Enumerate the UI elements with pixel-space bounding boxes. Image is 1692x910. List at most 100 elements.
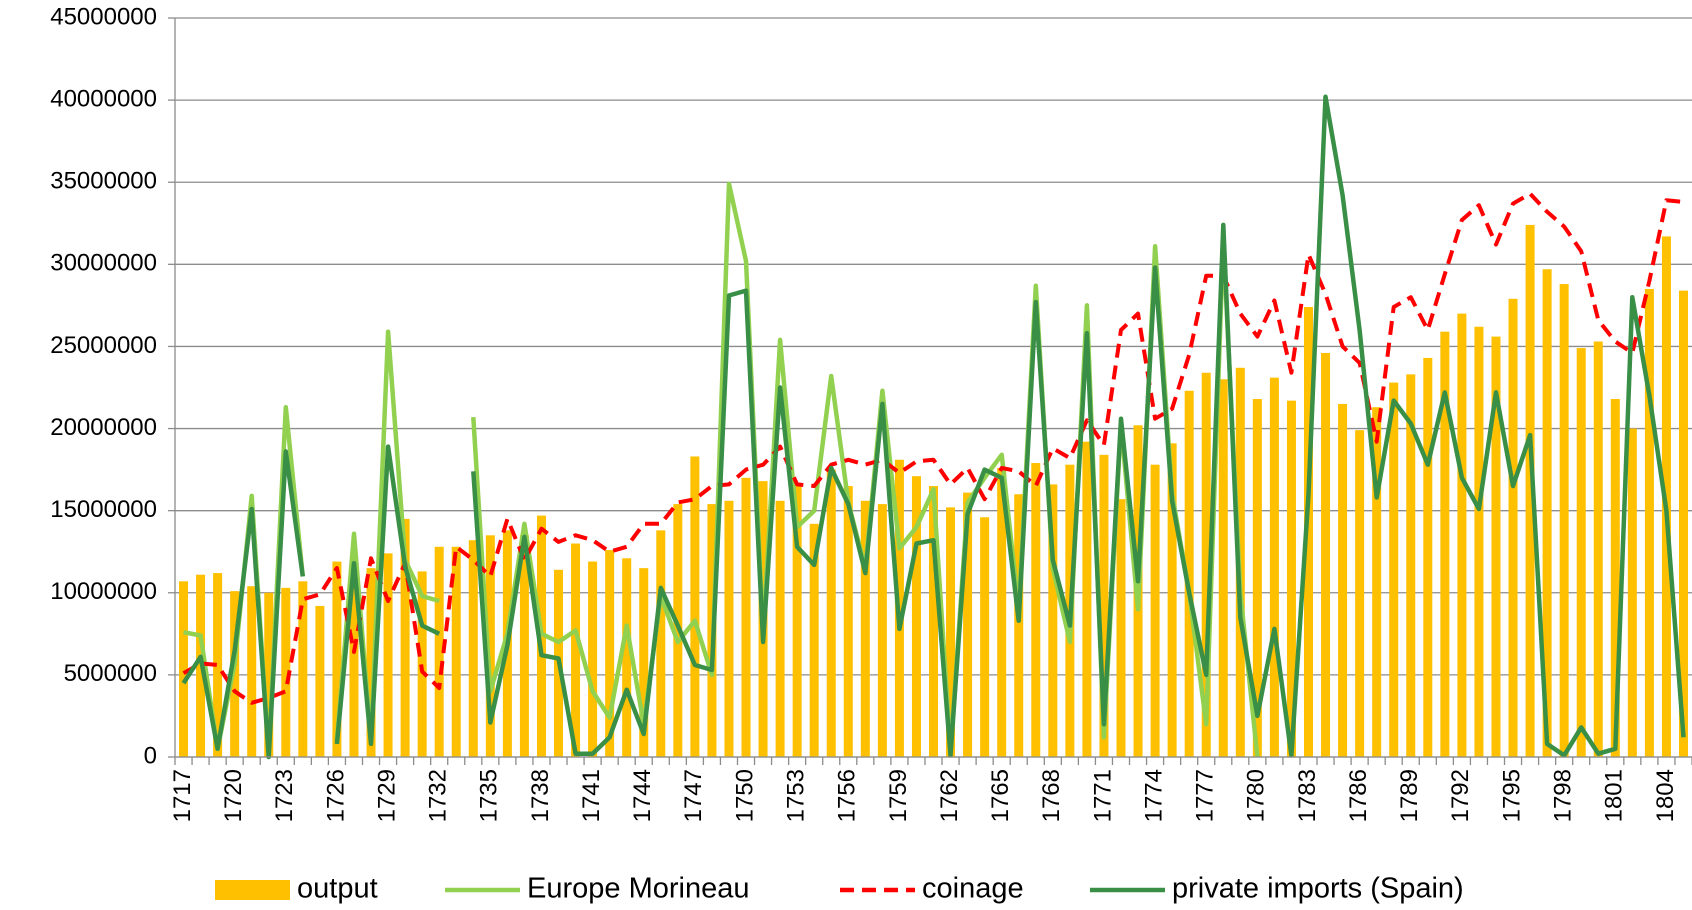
bar [519,535,529,757]
bar [400,518,410,757]
x-tick-label: 1789 [1396,769,1423,822]
y-tick-label: 10000000 [50,578,157,605]
legend-swatch [215,880,290,900]
bar [1201,372,1211,757]
x-tick-label: 1780 [1243,769,1270,822]
bar [980,517,990,757]
y-tick-label: 20000000 [50,414,157,441]
bar [468,540,478,757]
bar [417,571,427,757]
bar [1389,382,1399,757]
bar [1559,284,1569,757]
line-series [181,94,1686,760]
legend-label: private imports (Spain) [1172,873,1464,905]
bar [809,523,819,757]
bar [963,492,973,757]
y-tick-label: 40000000 [50,85,157,112]
bar [1303,307,1313,757]
x-tick-label: 1762 [936,769,963,822]
bar [1252,398,1262,757]
bar [434,546,444,757]
bar [1338,403,1348,757]
x-tick-label: 1750 [731,769,758,822]
legend: output Europe Morineau coinage private impo… [215,873,1464,905]
y-tick-label: 45000000 [50,3,157,30]
bar [775,500,785,757]
y-tick-label: 35000000 [50,168,157,195]
bar [213,573,223,757]
bar [1423,357,1433,757]
bar [1678,290,1688,757]
bar [792,484,802,757]
bar [911,476,921,757]
x-tick-label: 1744 [629,769,656,822]
bar [1099,454,1109,757]
bar [1031,463,1041,757]
bar [485,535,495,757]
x-tick-label: 1771 [1089,769,1116,822]
bar [1610,398,1620,757]
x-tick-label: 1795 [1498,769,1525,822]
x-tick-label: 1801 [1601,769,1628,822]
bar [536,515,546,757]
bar [622,558,632,757]
bar [1082,441,1092,757]
bar [1014,494,1024,757]
bar [1627,428,1637,757]
bar [724,500,734,757]
bar [366,568,376,757]
bar [179,581,189,757]
bar [1474,326,1484,757]
x-tick-label: 1756 [834,769,861,822]
y-tick-label: 0 [144,742,157,769]
y-tick-label: 25000000 [50,332,157,359]
bar [383,553,393,757]
x-tick-label: 1747 [680,769,707,822]
y-tick-label: 30000000 [50,250,157,277]
bar [1372,407,1382,757]
bar [588,561,598,757]
legend-label: output [297,873,378,905]
x-tick-label: 1765 [987,769,1014,822]
x-tick-label: 1741 [578,769,605,822]
bar [1321,353,1331,757]
x-tick-label: 1729 [373,769,400,822]
bar [1184,390,1194,757]
bar [281,587,291,757]
x-tick-label: 1777 [1192,769,1219,822]
bar [605,550,615,757]
bar [741,477,751,757]
x-tick-label: 1798 [1550,769,1577,822]
x-tick-label: 1720 [220,769,247,822]
bar [826,469,836,757]
x-tick-label: 1783 [1294,769,1321,822]
bar [997,467,1007,757]
x-tick-label: 1759 [885,769,912,822]
bar [1150,464,1160,757]
x-tick-label: 1717 [169,769,196,822]
x-tick-label: 1726 [322,769,349,822]
bar [690,456,700,757]
bar [639,568,649,757]
bar [1644,288,1654,757]
bar [1167,443,1177,757]
bar [1440,331,1450,757]
bar [946,507,956,757]
bar [264,592,274,757]
x-tick-label: 1732 [425,769,452,822]
x-tick-label: 1723 [271,769,298,822]
bar [1491,336,1501,757]
bar [1576,348,1586,757]
x-tick-label: 1753 [782,769,809,822]
bar [656,530,666,757]
bar [298,581,308,757]
y-tick-label: 5000000 [64,660,157,687]
x-tick-label: 1774 [1140,769,1167,822]
bar [315,605,325,757]
bar [1286,400,1296,757]
legend-label: Europe Morineau [527,873,749,905]
bar [349,576,359,757]
bar [877,504,887,757]
x-tick-label: 1786 [1345,769,1372,822]
